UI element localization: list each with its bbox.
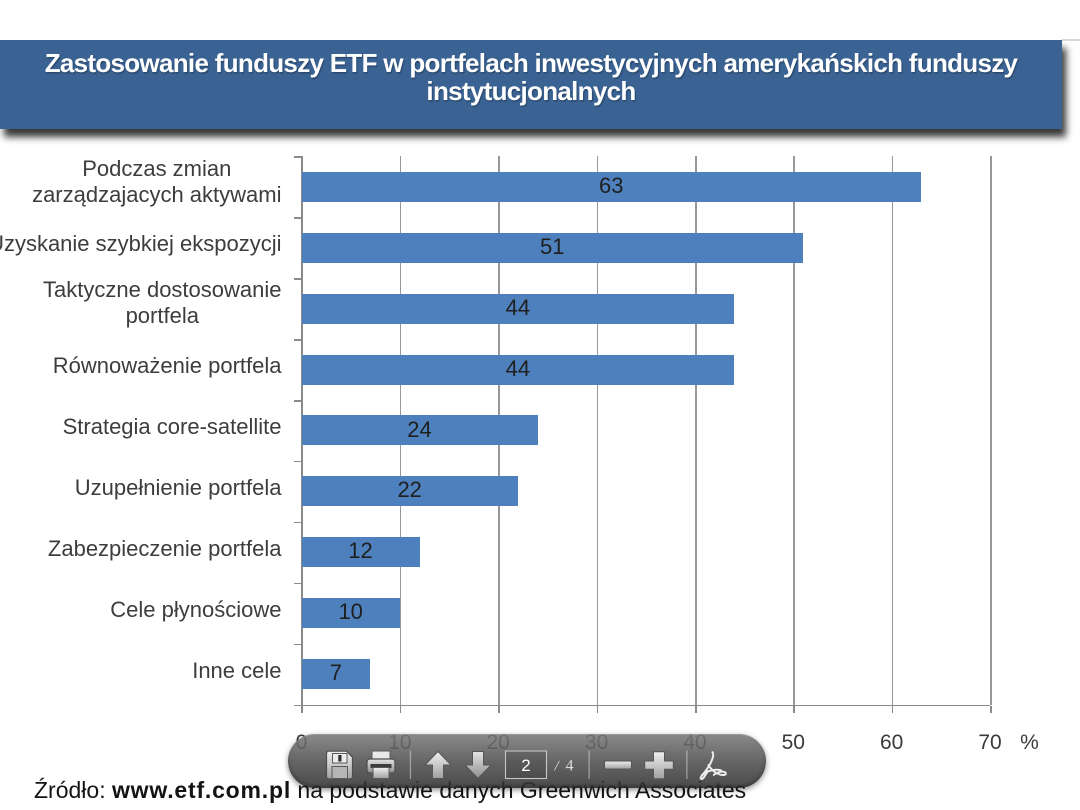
svg-text:4: 4 (566, 758, 574, 775)
svg-text:/: / (554, 759, 561, 775)
svg-text:2: 2 (521, 756, 530, 775)
